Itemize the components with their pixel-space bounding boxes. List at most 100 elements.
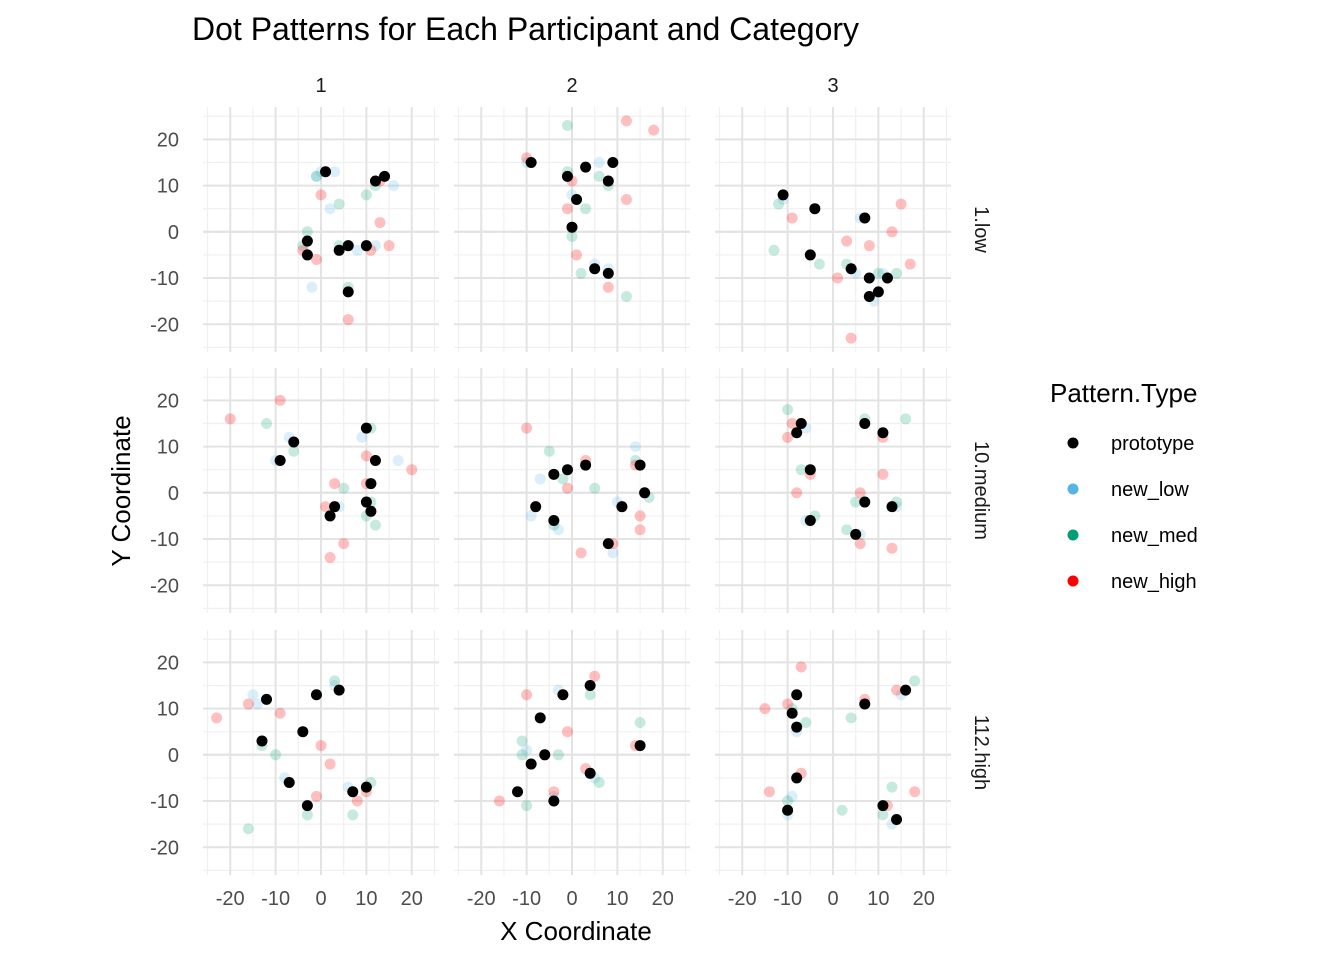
point-new_high: [324, 758, 336, 770]
point-new_high: [571, 249, 583, 261]
point-new_high: [561, 726, 573, 738]
point-prototype: [850, 528, 862, 540]
point-new_low: [392, 454, 404, 466]
panel-points-10.medium-1: [224, 394, 418, 564]
point-prototype: [329, 501, 341, 513]
point-new_high: [904, 258, 916, 270]
point-new_med: [850, 496, 862, 508]
point-new_high: [786, 212, 798, 224]
point-new_med: [516, 749, 528, 761]
point-prototype: [360, 781, 372, 793]
point-prototype: [872, 286, 884, 298]
point-new_high: [310, 254, 322, 266]
point-new_med: [347, 809, 359, 821]
point-prototype: [333, 244, 345, 256]
column-strips: 1 2 3: [315, 75, 838, 97]
panel-points-1.low-1: [297, 166, 400, 326]
point-new_med: [566, 230, 578, 242]
point-prototype: [580, 459, 592, 471]
point-new_med: [261, 417, 273, 429]
point-new_med: [557, 473, 569, 485]
point-new_high: [886, 226, 898, 238]
point-prototype: [782, 804, 794, 816]
point-prototype: [301, 235, 313, 247]
point-new_high: [854, 487, 866, 499]
point-new_low: [251, 698, 263, 710]
point-prototype: [571, 193, 583, 205]
point-new_med: [845, 712, 857, 724]
point-prototype: [804, 464, 816, 476]
point-new_high: [786, 417, 798, 429]
point-new_high: [841, 235, 853, 247]
point-new_high: [224, 413, 236, 425]
point-prototype: [791, 427, 803, 439]
point-prototype: [791, 689, 803, 701]
point-new_med: [369, 519, 381, 531]
point-new_high: [342, 314, 354, 326]
point-new_med: [584, 689, 596, 701]
point-prototype: [859, 496, 871, 508]
point-prototype: [548, 468, 560, 480]
point-new_med: [872, 267, 884, 279]
point-prototype: [863, 272, 875, 284]
panel-points-1.low-2: [521, 115, 660, 303]
point-new_med: [360, 189, 372, 201]
point-prototype: [881, 272, 893, 284]
y-tick-label: 10: [157, 437, 179, 459]
point-new_high: [575, 547, 587, 559]
point-new_low: [630, 441, 642, 453]
column-strip-label: 2: [566, 75, 577, 97]
point-new_high: [832, 272, 844, 284]
point-new_low: [388, 180, 400, 192]
point-new_med: [552, 749, 564, 761]
point-prototype: [859, 417, 871, 429]
point-prototype: [804, 515, 816, 527]
point-prototype: [320, 166, 332, 178]
point-new_high: [759, 703, 771, 715]
point-prototype: [342, 240, 354, 252]
point-new_low: [552, 524, 564, 536]
point-new_high: [521, 689, 533, 701]
x-tick-label: -10: [512, 888, 541, 910]
point-new_med: [877, 809, 889, 821]
point-new_high: [324, 552, 336, 564]
point-new_med: [891, 267, 903, 279]
point-new_high: [406, 464, 418, 476]
point-new_high: [493, 795, 505, 807]
point-new_med: [773, 198, 785, 210]
legend-key-new_low: [1067, 483, 1079, 495]
point-new_med: [580, 203, 592, 215]
point-new_med: [338, 482, 350, 494]
point-prototype: [288, 436, 300, 448]
point-prototype: [634, 459, 646, 471]
point-prototype: [786, 707, 798, 719]
x-axis-ticks: -20 -10 0 10 20 -20 -10 0 10 20 -20 -10 0 10 20: [216, 888, 935, 910]
point-prototype: [634, 740, 646, 752]
row-strip-label: 112.high: [970, 715, 992, 790]
point-new_med: [836, 804, 848, 816]
point-new_med: [301, 226, 313, 238]
point-new_med: [242, 823, 254, 835]
facet-panel-1-3: [715, 107, 951, 352]
point-prototype: [589, 263, 601, 275]
y-tick-label: -20: [150, 837, 179, 859]
point-new_low: [593, 156, 605, 168]
point-prototype: [557, 689, 569, 701]
row-strip-label: 10.medium: [970, 441, 992, 540]
point-prototype: [607, 156, 619, 168]
point-new_high: [242, 698, 254, 710]
point-new_high: [315, 740, 327, 752]
point-new_low: [351, 244, 363, 256]
point-new_med: [768, 244, 780, 256]
point-new_med: [516, 735, 528, 747]
point-new_med: [813, 258, 825, 270]
point-prototype: [369, 175, 381, 187]
point-prototype: [566, 221, 578, 233]
panel-points-112.high-2: [493, 670, 646, 812]
point-prototype: [333, 684, 345, 696]
point-new_high: [782, 431, 794, 443]
point-prototype: [347, 786, 359, 798]
point-new_low: [306, 281, 318, 293]
facet-panel-3-3: [715, 630, 951, 875]
point-new_med: [593, 170, 605, 182]
